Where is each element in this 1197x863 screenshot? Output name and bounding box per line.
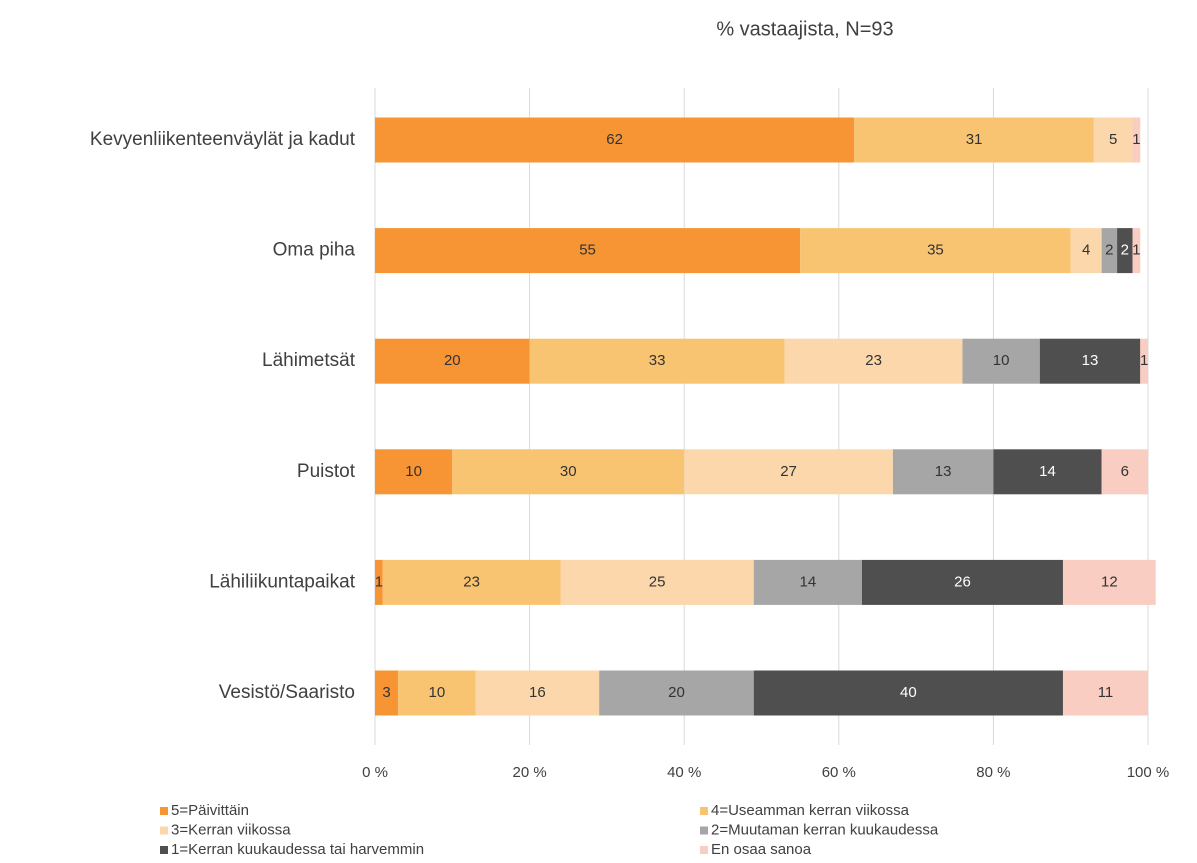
bar-segment bbox=[1039, 338, 1141, 384]
data-label: 1 bbox=[1132, 242, 1140, 259]
bar-segment bbox=[753, 559, 862, 605]
legend-swatch bbox=[160, 807, 168, 815]
y-tick-label: Vesistö/Saaristo bbox=[219, 682, 355, 703]
data-label: 5 bbox=[1109, 131, 1117, 148]
data-label: 23 bbox=[865, 352, 882, 369]
legend-label: 5=Päivittäin bbox=[171, 802, 249, 819]
bar-segment bbox=[452, 449, 685, 495]
legend-swatch bbox=[160, 826, 168, 835]
x-tick-label: 100 % bbox=[1127, 764, 1170, 781]
data-label: 23 bbox=[463, 573, 480, 590]
y-tick-label: Oma piha bbox=[273, 240, 356, 261]
bar-segment bbox=[1062, 559, 1156, 605]
data-label: 12 bbox=[1101, 573, 1118, 590]
data-label: 35 bbox=[927, 242, 944, 259]
data-label: 33 bbox=[649, 352, 666, 369]
bar-segment bbox=[375, 228, 801, 274]
x-tick-label: 0 % bbox=[362, 764, 388, 781]
y-tick-label: Lähiliikuntapaikat bbox=[209, 571, 355, 592]
bar-segment bbox=[375, 670, 399, 716]
bar-segment bbox=[382, 559, 561, 605]
data-label: 30 bbox=[560, 463, 577, 480]
bar-segment bbox=[599, 670, 754, 716]
y-tick-label: Puistot bbox=[297, 461, 356, 482]
legend-label: 4=Useamman kerran viikossa bbox=[711, 802, 910, 819]
legend-label: 1=Kerran kuukaudessa tai harvemmin bbox=[171, 841, 424, 858]
data-label: 27 bbox=[780, 463, 797, 480]
legend-label: En osaa sanoa bbox=[711, 841, 812, 858]
bar-segment bbox=[1132, 117, 1141, 163]
bar-segment bbox=[560, 559, 754, 605]
legend-swatch bbox=[700, 846, 708, 854]
data-label: 14 bbox=[1039, 463, 1056, 480]
data-label: 16 bbox=[529, 684, 546, 701]
legend-label: 3=Kerran viikossa bbox=[171, 821, 291, 838]
bar-segment bbox=[1093, 117, 1133, 163]
bar-segment bbox=[1140, 338, 1148, 384]
bar-segment bbox=[962, 338, 1040, 384]
data-label: 40 bbox=[900, 684, 917, 701]
data-label: 1 bbox=[1140, 352, 1148, 369]
bar-segment bbox=[800, 228, 1071, 274]
data-label: 10 bbox=[405, 463, 422, 480]
x-tick-label: 20 % bbox=[512, 764, 546, 781]
bar-segment bbox=[1070, 228, 1102, 274]
bar-segment bbox=[1062, 670, 1148, 716]
data-label: 2 bbox=[1121, 242, 1129, 259]
data-label: 31 bbox=[966, 131, 983, 148]
bar-segment bbox=[1132, 228, 1141, 274]
bar-segment bbox=[375, 449, 453, 495]
bar-segment bbox=[854, 117, 1094, 163]
data-label: 11 bbox=[1098, 684, 1114, 701]
data-label: 62 bbox=[606, 131, 623, 148]
bar-segment bbox=[1101, 228, 1118, 274]
chart-title: % vastaajista, N=93 bbox=[716, 18, 893, 40]
bar-segment bbox=[398, 670, 476, 716]
bar-segment bbox=[684, 449, 893, 495]
legend-swatch bbox=[700, 807, 708, 815]
bar-segment bbox=[475, 670, 600, 716]
data-label: 20 bbox=[668, 684, 685, 701]
data-label: 25 bbox=[649, 573, 666, 590]
data-label: 14 bbox=[800, 573, 817, 590]
y-tick-label: Lähimetsät bbox=[262, 350, 356, 371]
bar-segment bbox=[375, 559, 383, 605]
bar-segment bbox=[784, 338, 963, 384]
bar-segment bbox=[1101, 449, 1148, 495]
data-label: 26 bbox=[954, 573, 971, 590]
data-label: 3 bbox=[382, 684, 390, 701]
data-label: 1 bbox=[1132, 131, 1140, 148]
data-label: 13 bbox=[935, 463, 952, 480]
data-label: 13 bbox=[1082, 352, 1099, 369]
data-label: 2 bbox=[1105, 242, 1113, 259]
data-label: 10 bbox=[428, 684, 445, 701]
bar-segment bbox=[1117, 228, 1133, 274]
y-tick-label: Kevyenliikenteenväylät ja kadut bbox=[90, 129, 356, 150]
bar-segment bbox=[375, 338, 530, 384]
x-tick-label: 80 % bbox=[976, 764, 1010, 781]
legend-swatch bbox=[160, 846, 168, 854]
bar-segment bbox=[861, 559, 1063, 605]
data-label: 4 bbox=[1082, 242, 1090, 259]
bar-segment bbox=[993, 449, 1102, 495]
bar-segment bbox=[753, 670, 1063, 716]
bar-segment bbox=[375, 117, 855, 163]
data-label: 55 bbox=[579, 242, 596, 259]
x-tick-label: 60 % bbox=[822, 764, 856, 781]
data-label: 20 bbox=[444, 352, 461, 369]
data-label: 10 bbox=[993, 352, 1010, 369]
data-label: 1 bbox=[375, 573, 383, 590]
bar-segment bbox=[892, 449, 994, 495]
legend-label: 2=Muutaman kerran kuukaudessa bbox=[711, 821, 939, 838]
data-label: 6 bbox=[1121, 463, 1129, 480]
bar-segment bbox=[529, 338, 785, 384]
legend-swatch bbox=[700, 826, 708, 835]
x-tick-label: 40 % bbox=[667, 764, 701, 781]
